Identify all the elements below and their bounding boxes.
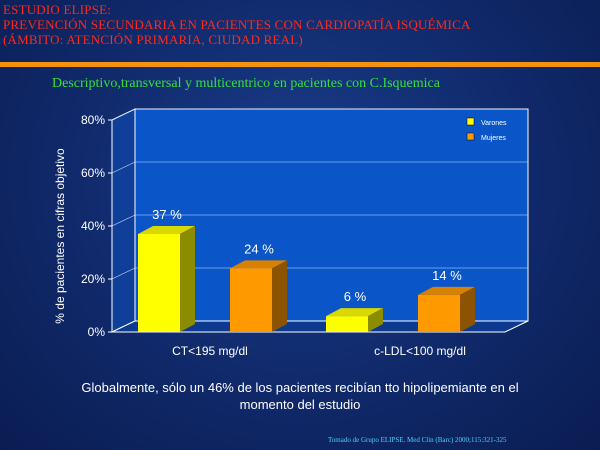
bar-top bbox=[138, 225, 195, 234]
orange-divider bbox=[0, 62, 600, 67]
bar-front bbox=[138, 233, 180, 332]
gridline bbox=[111, 108, 528, 121]
legend-label: Mujeres bbox=[481, 135, 506, 142]
x-category-label: c-LDL<100 mg/dl bbox=[374, 344, 466, 358]
bar-front bbox=[418, 294, 460, 332]
y-tick-label: 80% bbox=[81, 113, 105, 127]
bar-front bbox=[230, 268, 272, 332]
bar-data-label: 24 % bbox=[244, 241, 274, 256]
study-subtitle: Descriptivo,transversal y multicentrico … bbox=[52, 76, 440, 91]
gridline bbox=[111, 214, 528, 227]
bar-side bbox=[460, 286, 475, 332]
bar-top bbox=[418, 286, 475, 295]
bar-data-label: 6 % bbox=[344, 289, 367, 304]
bar-side bbox=[368, 308, 383, 332]
bar-data-label: 14 % bbox=[432, 268, 462, 283]
bar-data-label: 37 % bbox=[152, 207, 182, 222]
bar-top bbox=[326, 308, 383, 317]
title-line-1: ESTUDIO ELIPSE: bbox=[3, 2, 112, 17]
slide-title: ESTUDIO ELIPSE: PREVENCIÓN SECUNDARIA EN… bbox=[3, 2, 599, 47]
legend-swatch bbox=[466, 132, 475, 141]
legend-label: Varones bbox=[481, 120, 507, 127]
y-axis-title: % de pacientes en cifras objetivo bbox=[53, 148, 67, 324]
summary-text: Globalmente, sólo un 46% de los paciente… bbox=[81, 380, 519, 412]
y-tick-label: 40% bbox=[81, 219, 105, 233]
bar-top bbox=[230, 260, 287, 269]
bar-front bbox=[326, 316, 368, 332]
gridline bbox=[111, 267, 528, 280]
legend-swatch bbox=[466, 117, 475, 126]
bar-side bbox=[272, 260, 287, 332]
bar-side bbox=[180, 225, 195, 332]
title-line-3: (ÁMBITO: ATENCIÓN PRIMARIA, CIUDAD REAL) bbox=[3, 32, 303, 47]
x-category-label: CT<195 mg/dl bbox=[172, 344, 248, 358]
citation-text: Tomado de Grupo ELIPSE. Med Clin (Barc) … bbox=[328, 436, 507, 444]
title-line-2: PREVENCIÓN SECUNDARIA EN PACIENTES CON C… bbox=[3, 17, 471, 32]
y-tick-label: 60% bbox=[81, 166, 105, 180]
gridline bbox=[111, 161, 528, 174]
y-tick-label: 0% bbox=[88, 325, 106, 339]
y-tick-label: 20% bbox=[81, 272, 105, 286]
